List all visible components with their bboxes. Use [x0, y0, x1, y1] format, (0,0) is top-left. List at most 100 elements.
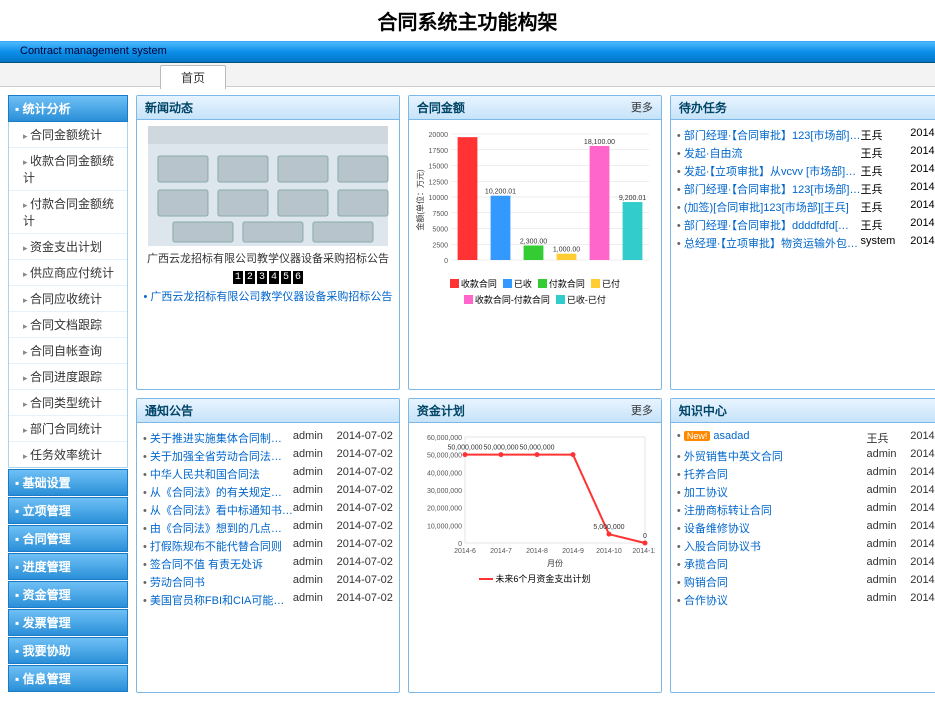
panel-amount-title: 合同金额 [417, 99, 465, 116]
item-title[interactable]: 合作协议 [677, 592, 867, 608]
amount-more-link[interactable]: 更多 [631, 99, 653, 116]
sidebar-header[interactable]: 基础设置 [8, 469, 128, 496]
svg-text:10,200.01: 10,200.01 [485, 189, 516, 196]
item-date: 2014-07-02 [331, 484, 393, 500]
item-user: admin [293, 574, 331, 590]
sidebar-item[interactable]: 付款合同金额统计 [9, 191, 127, 234]
sidebar-item[interactable]: 资金支出计划 [9, 234, 127, 260]
sidebar: 统计分析合同金额统计收款合同金额统计付款合同金额统计资金支出计划供应商应付统计合… [8, 95, 128, 693]
item-user: admin [293, 520, 331, 536]
item-title[interactable]: New!asadad [677, 430, 867, 446]
item-title[interactable]: 从《合同法》看中标通知书… [143, 502, 293, 518]
item-title[interactable]: 发起·自由流 [677, 145, 861, 161]
svg-text:0: 0 [458, 541, 462, 548]
svg-text:1,000.00: 1,000.00 [553, 247, 580, 254]
item-title[interactable]: 关于推进实施集体合同制… [143, 430, 293, 446]
item-title[interactable]: 从《合同法》的有关规定… [143, 484, 293, 500]
tab-home[interactable]: 首页 [160, 65, 226, 89]
svg-text:30,000,000: 30,000,000 [427, 488, 462, 495]
fund-more-link[interactable]: 更多 [631, 402, 653, 419]
item-title[interactable]: 部门经理·【合同审批】ddddfdfd[… [677, 217, 861, 233]
svg-text:17500: 17500 [428, 148, 448, 155]
sidebar-item[interactable]: 合同类型统计 [9, 390, 127, 416]
sidebar-header[interactable]: 立项管理 [8, 497, 128, 524]
item-title[interactable]: 外贸销售中英文合同 [677, 448, 867, 464]
item-user: 王兵 [860, 127, 904, 143]
sidebar-item[interactable]: 任务效率统计 [9, 442, 127, 467]
svg-text:10,000,000: 10,000,000 [427, 523, 462, 530]
item-user: admin [293, 484, 331, 500]
item-title[interactable]: 美国官员称FBI和CIA可能… [143, 592, 293, 608]
sidebar-item[interactable]: 合同金额统计 [9, 122, 127, 148]
svg-text:0: 0 [643, 533, 647, 540]
item-title[interactable]: 托养合同 [677, 466, 867, 482]
sidebar-item[interactable]: 收款合同金额统计 [9, 148, 127, 191]
item-title[interactable]: 总经理·【立项审批】物资运输外包… [677, 235, 861, 251]
item-title[interactable]: 注册商标转让合同 [677, 502, 867, 518]
list-item: 美国官员称FBI和CIA可能…admin2014-07-02 [143, 591, 393, 609]
sidebar-item[interactable]: 供应商应付统计 [9, 260, 127, 286]
list-item: 部门经理·【合同审批】123[市场部]…王兵2014-07-10 [677, 180, 935, 198]
list-item: 关于加强全省劳动合同法…admin2014-07-02 [143, 447, 393, 465]
line-chart-legend: 未来6个月资金支出计划 [415, 572, 655, 585]
sidebar-header[interactable]: 我要协助 [8, 637, 128, 664]
item-title[interactable]: 劳动合同书 [143, 574, 293, 590]
item-user: 王兵 [860, 181, 904, 197]
svg-text:12500: 12500 [428, 179, 448, 186]
svg-text:18,100.00: 18,100.00 [584, 139, 615, 146]
item-date: 2014-07-10 [904, 181, 935, 197]
svg-text:2,300.00: 2,300.00 [520, 239, 547, 246]
item-title[interactable]: (加签)[合同审批]123[市场部][王兵] [677, 199, 861, 215]
panel-tasks-title: 待办任务 [679, 99, 727, 116]
list-item: 设备维修协议admin2014-07-02 [677, 519, 935, 537]
item-title[interactable]: 中华人民共和国合同法 [143, 466, 293, 482]
item-date: 2014-07-02 [904, 502, 935, 518]
item-title[interactable]: 承揽合同 [677, 556, 867, 572]
item-date: 2014-07-02 [904, 466, 935, 482]
item-title[interactable]: 部门经理·【合同审批】123[市场部]… [677, 127, 861, 143]
item-title[interactable]: 购销合同 [677, 574, 867, 590]
item-user: 王兵 [860, 199, 904, 215]
item-title[interactable]: 加工协议 [677, 484, 867, 500]
svg-text:金额(单位：万元): 金额(单位：万元) [415, 169, 425, 231]
news-image [143, 126, 393, 246]
list-item: 部门经理·【合同审批】123[市场部]…王兵2014-07-18 [677, 126, 935, 144]
sidebar-item[interactable]: 合同文档跟踪 [9, 312, 127, 338]
list-item: 部门经理·【合同审批】ddddfdfd[…王兵2014-07-10 [677, 216, 935, 234]
svg-text:2014-10: 2014-10 [596, 548, 622, 555]
list-item: 发起·自由流王兵2014-07-18 [677, 144, 935, 162]
item-title[interactable]: 部门经理·【合同审批】123[市场部]… [677, 181, 861, 197]
list-item: 由《合同法》想到的几点…admin2014-07-02 [143, 519, 393, 537]
item-user: admin [866, 592, 904, 608]
list-item: 购销合同admin2014-07-02 [677, 573, 935, 591]
item-title[interactable]: 入股合同协议书 [677, 538, 867, 554]
item-date: 2014-07-17 [904, 430, 935, 446]
sidebar-item[interactable]: 部门合同统计 [9, 416, 127, 442]
sidebar-header[interactable]: 资金管理 [8, 581, 128, 608]
sidebar-header[interactable]: 合同管理 [8, 525, 128, 552]
content-grid: 新闻动态 广西云龙招标有限公司教学仪器设备采购招标公告 123456 广西云龙招… [136, 95, 935, 693]
item-user: admin [293, 448, 331, 464]
sidebar-header[interactable]: 进度管理 [8, 553, 128, 580]
svg-text:10000: 10000 [428, 195, 448, 202]
item-title[interactable]: 设备维修协议 [677, 520, 867, 536]
list-item: 发起·【立项审批】从vcvv [市场部]…王兵2014-07-15 [677, 162, 935, 180]
list-item: 中华人民共和国合同法admin2014-07-02 [143, 465, 393, 483]
news-link[interactable]: 广西云龙招标有限公司教学仪器设备采购招标公告 [143, 288, 393, 304]
sidebar-header[interactable]: 统计分析 [8, 95, 128, 122]
news-counter: 123456 [143, 270, 393, 284]
sidebar-header[interactable]: 信息管理 [8, 665, 128, 692]
item-title[interactable]: 打假陈规布不能代替合同则 [143, 538, 293, 554]
svg-text:40,000,000: 40,000,000 [427, 470, 462, 477]
item-user: admin [866, 520, 904, 536]
item-title[interactable]: 发起·【立项审批】从vcvv [市场部]… [677, 163, 861, 179]
news-caption: 广西云龙招标有限公司教学仪器设备采购招标公告 [143, 250, 393, 266]
item-title[interactable]: 签合同不值 有责无处诉 [143, 556, 293, 572]
item-title[interactable]: 由《合同法》想到的几点… [143, 520, 293, 536]
sidebar-item[interactable]: 合同应收统计 [9, 286, 127, 312]
sidebar-header[interactable]: 发票管理 [8, 609, 128, 636]
sidebar-item[interactable]: 合同进度跟踪 [9, 364, 127, 390]
item-title[interactable]: 关于加强全省劳动合同法… [143, 448, 293, 464]
svg-text:15000: 15000 [428, 164, 448, 171]
sidebar-item[interactable]: 合同自帐查询 [9, 338, 127, 364]
